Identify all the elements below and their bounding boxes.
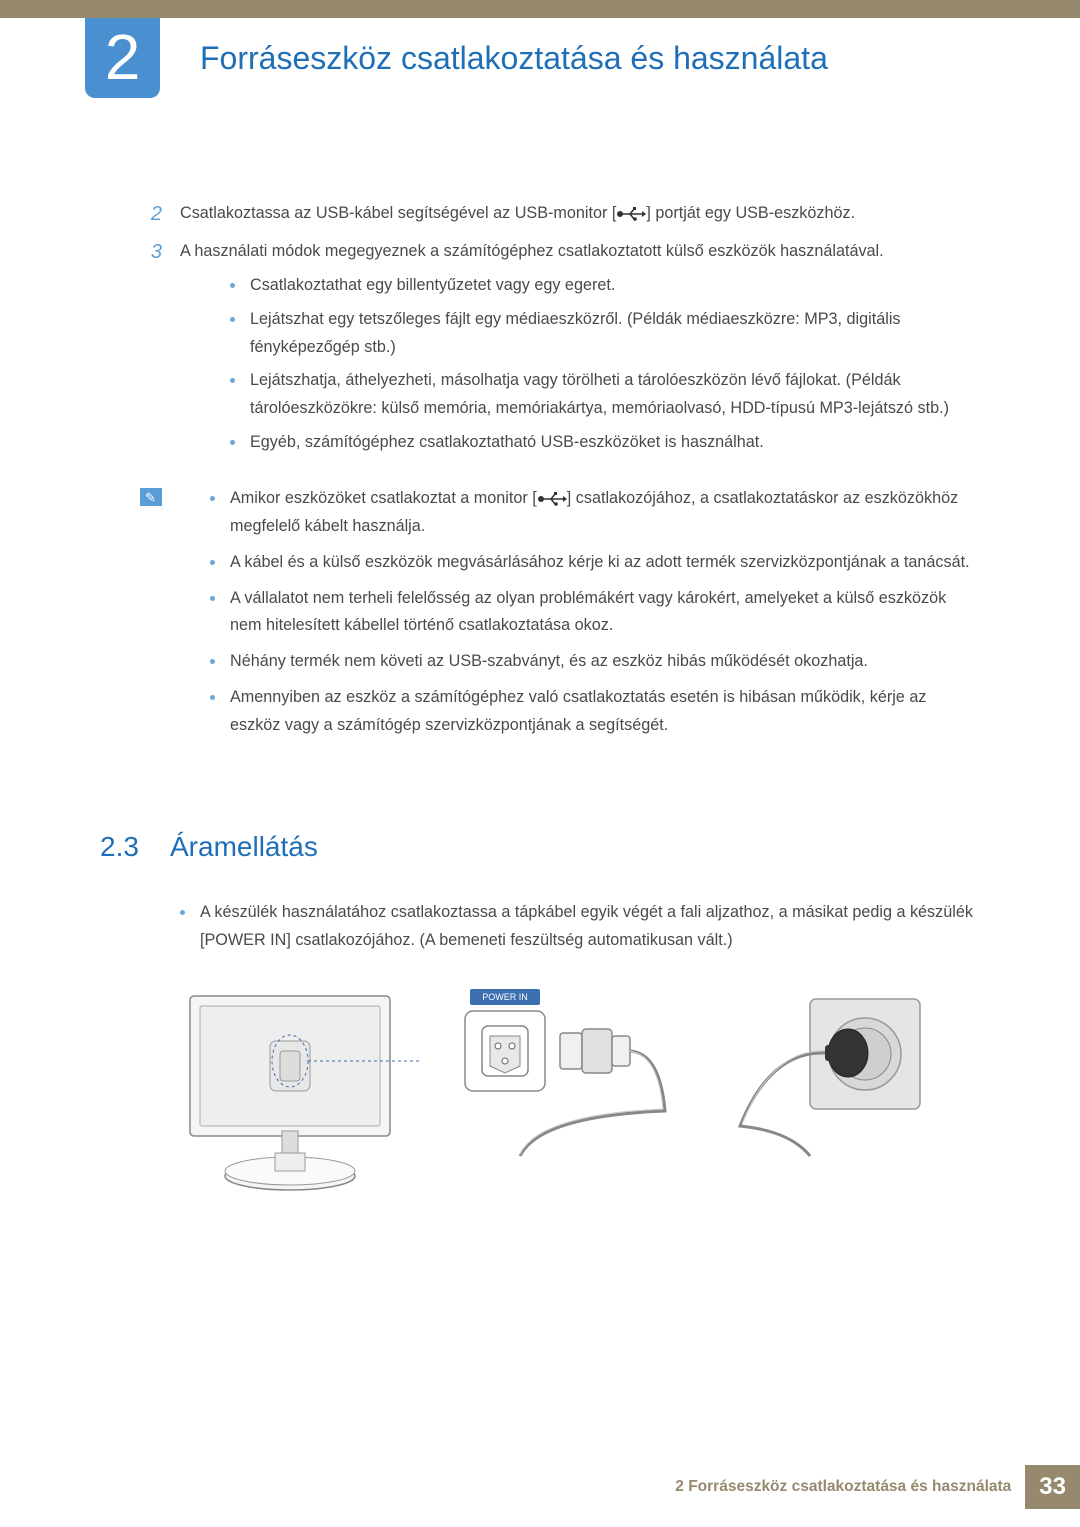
note-icon [140, 488, 162, 506]
note-text-before: Amikor eszközöket csatlakoztat a monitor… [230, 489, 537, 507]
step-number: 2 [100, 200, 180, 228]
page-content: 2 Csatlakoztassa az USB-kábel segítségév… [0, 170, 1080, 1201]
step-text-before: A használati módok megegyeznek a számító… [180, 242, 884, 260]
usage-bullet-list: Csatlakoztathat egy billentyűzetet vagy … [180, 272, 980, 457]
list-item: A kábel és a külső eszközök megvásárlásá… [180, 549, 980, 577]
section-heading: 2.3 Áramellátás [100, 823, 980, 871]
step-number: 3 [100, 238, 180, 463]
usb-icon [616, 207, 646, 221]
list-item: Lejátszhatja, áthelyezheti, másolhatja v… [230, 367, 980, 423]
monitor-rear-figure [170, 981, 420, 1201]
list-item: Amikor eszközöket csatlakoztat a monitor… [180, 485, 980, 541]
note-block: Amikor eszközöket csatlakoztat a monitor… [100, 485, 980, 748]
note-content: Amikor eszközöket csatlakoztat a monitor… [180, 485, 980, 748]
page-footer: 2 Forráseszköz csatlakoztatása és haszná… [675, 1465, 1080, 1509]
chapter-number-badge: 2 [85, 18, 160, 98]
page-header: 2 Forráseszköz csatlakoztatása és haszná… [0, 0, 1080, 170]
list-item: Néhány termék nem követi az USB-szabvány… [180, 648, 980, 676]
section-number: 2.3 [100, 823, 170, 871]
note-icon-column [100, 485, 180, 748]
step-3: 3 A használati módok megegyeznek a számí… [100, 238, 980, 463]
list-item: Csatlakoztathat egy billentyűzetet vagy … [230, 272, 980, 300]
step-text: A használati módok megegyeznek a számító… [180, 238, 980, 463]
list-item: Egyéb, számítógéphez csatlakoztatható US… [230, 429, 980, 457]
list-item: A vállalatot nem terheli felelősség az o… [180, 585, 980, 641]
step-text-after: ] portját egy USB-eszközhöz. [646, 204, 855, 222]
wall-outlet-figure [710, 981, 940, 1161]
power-bullet-list: A készülék használatához csatlakoztassa … [100, 899, 980, 955]
list-item: Amennyiben az eszköz a számítógéphez val… [180, 684, 980, 740]
top-color-bar [0, 0, 1080, 18]
power-in-label: POWER IN [482, 992, 528, 1002]
step-text: Csatlakoztassa az USB-kábel segítségével… [180, 200, 980, 228]
list-item: A készülék használatához csatlakoztassa … [180, 899, 980, 955]
usb-icon [537, 492, 567, 506]
chapter-title: Forráseszköz csatlakoztatása és használa… [200, 40, 828, 77]
note-bullet-list: Amikor eszközöket csatlakoztat a monitor… [180, 485, 980, 740]
power-port-figure: POWER IN [450, 981, 680, 1171]
footer-page-number: 33 [1025, 1465, 1080, 1509]
step-text-before: Csatlakoztassa az USB-kábel segítségével… [180, 204, 616, 222]
step-2: 2 Csatlakoztassa az USB-kábel segítségév… [100, 200, 980, 228]
list-item: Lejátszhat egy tetszőleges fájlt egy méd… [230, 306, 980, 362]
section-title: Áramellátás [170, 823, 318, 871]
footer-text: 2 Forráseszköz csatlakoztatása és haszná… [675, 1478, 1011, 1496]
figure-row: POWER IN [100, 981, 980, 1201]
